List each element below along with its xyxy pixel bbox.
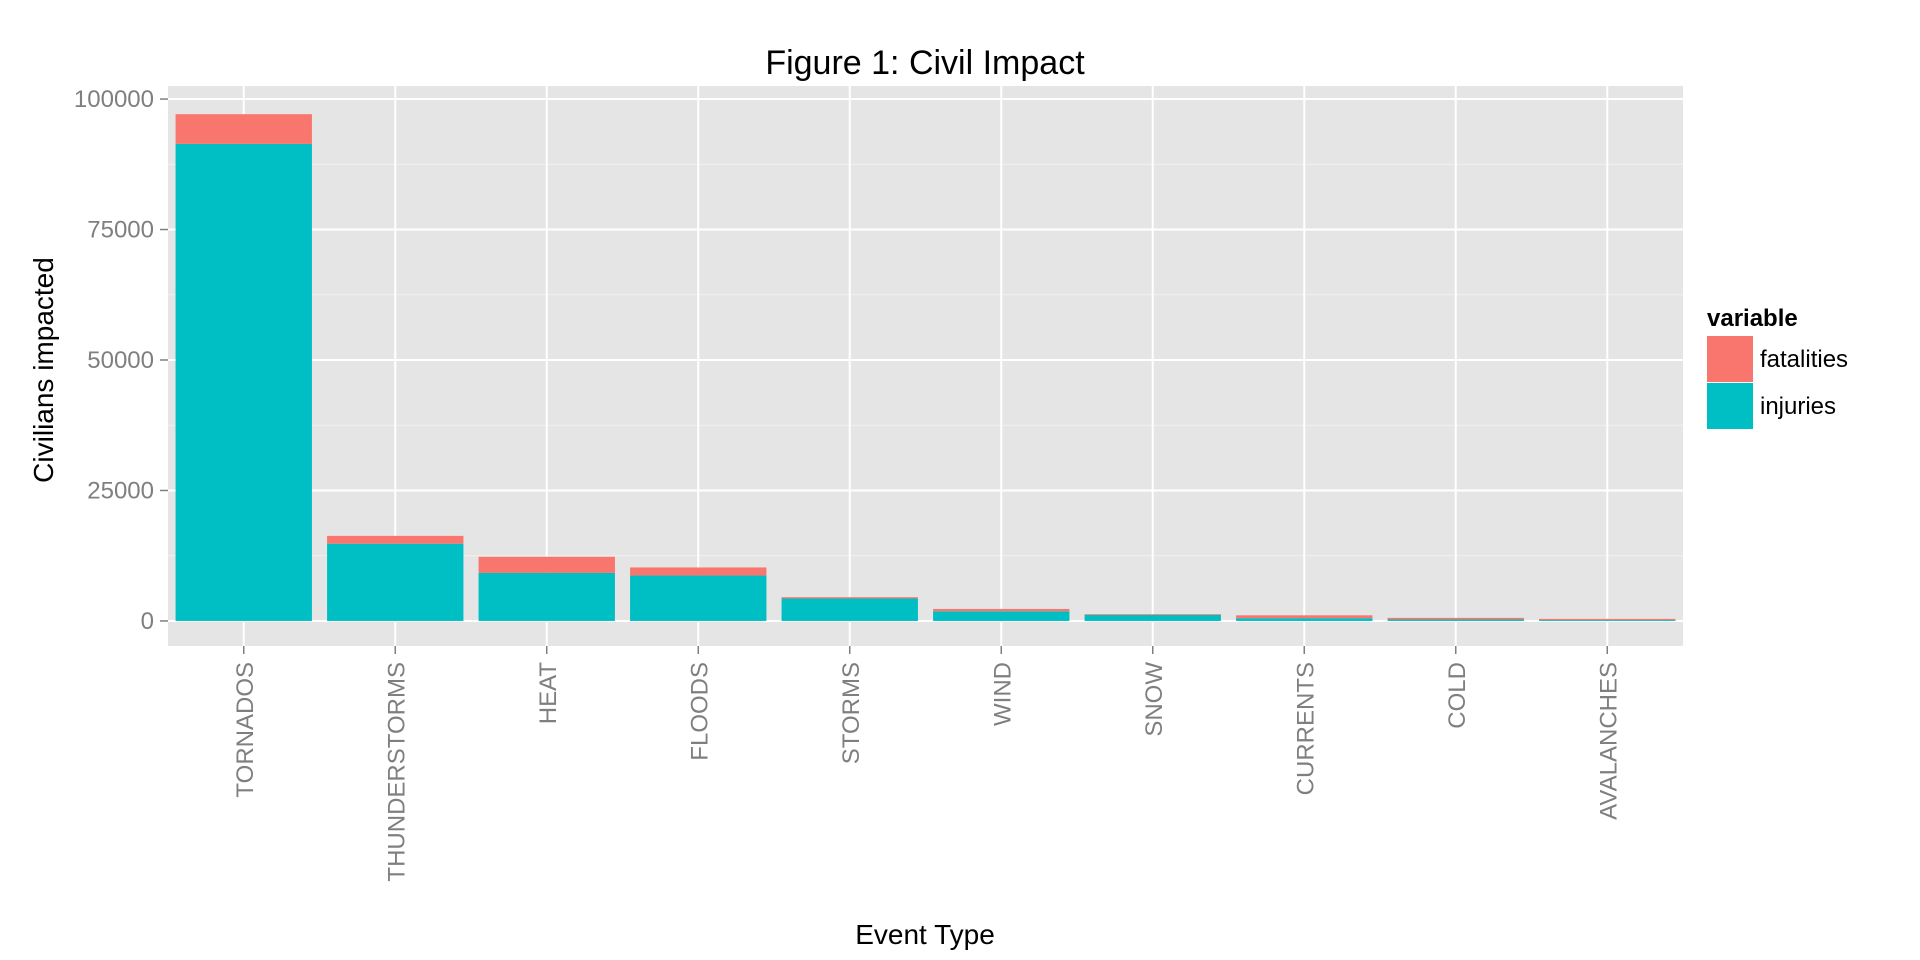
legend-swatch-fatalities <box>1707 336 1753 382</box>
x-tick-label: SNOW <box>1141 662 1168 737</box>
y-tick-label: 75000 <box>87 217 154 244</box>
y-tick-label: 25000 <box>87 477 154 504</box>
x-tick-label: THUNDERSTORMS <box>383 662 410 882</box>
bar-fatalities <box>1084 614 1221 615</box>
legend-title: variable <box>1707 305 1798 332</box>
y-axis-title: Civilians impacted <box>28 257 59 483</box>
bar-injuries <box>175 143 312 621</box>
x-tick-label: AVALANCHES <box>1595 662 1622 820</box>
y-tick-label: 50000 <box>87 347 154 374</box>
x-tick-label: CURRENTS <box>1292 662 1319 795</box>
bars <box>175 114 1676 621</box>
bar-fatalities <box>1236 615 1373 619</box>
bar-injuries <box>630 575 767 621</box>
bar-injuries <box>781 598 918 621</box>
bar-fatalities <box>1539 618 1676 621</box>
bar-injuries <box>1387 619 1524 621</box>
y-tick-label: 0 <box>141 608 154 635</box>
legend: variable fatalities injuries <box>1707 305 1848 429</box>
bar-fatalities <box>933 608 1070 612</box>
bar-injuries <box>1236 618 1373 621</box>
bar-fatalities <box>630 567 767 576</box>
x-tick-label: FLOODS <box>686 662 713 761</box>
legend-swatch-injuries <box>1707 383 1753 429</box>
bar-injuries <box>1084 614 1221 621</box>
y-axis: 0 25000 50000 75000 100000 <box>74 86 168 635</box>
bar-fatalities <box>327 535 464 544</box>
bar-injuries <box>478 572 615 621</box>
x-tick-label: STORMS <box>838 662 865 764</box>
chart-title: Figure 1: Civil Impact <box>765 44 1085 82</box>
x-axis: TORNADOS THUNDERSTORMS HEAT FLOODS STORMS WIN… <box>232 646 1622 882</box>
bar-fatalities <box>175 114 312 144</box>
x-tick-label: TORNADOS <box>232 662 259 798</box>
bar-fatalities <box>1387 617 1524 620</box>
x-tick-label: HEAT <box>535 662 562 725</box>
y-tick-label: 100000 <box>74 86 154 113</box>
legend-label: fatalities <box>1760 346 1848 373</box>
bar-fatalities <box>781 597 918 599</box>
bar-injuries <box>1539 620 1676 621</box>
legend-label: injuries <box>1760 393 1836 420</box>
bar-fatalities <box>478 556 615 573</box>
x-tick-label: COLD <box>1444 662 1471 729</box>
legend-items: fatalities injuries <box>1707 336 1848 429</box>
bar-injuries <box>933 611 1070 621</box>
x-axis-title: Event Type <box>855 919 995 950</box>
x-tick-label: WIND <box>989 662 1016 726</box>
bar-injuries <box>327 543 464 621</box>
